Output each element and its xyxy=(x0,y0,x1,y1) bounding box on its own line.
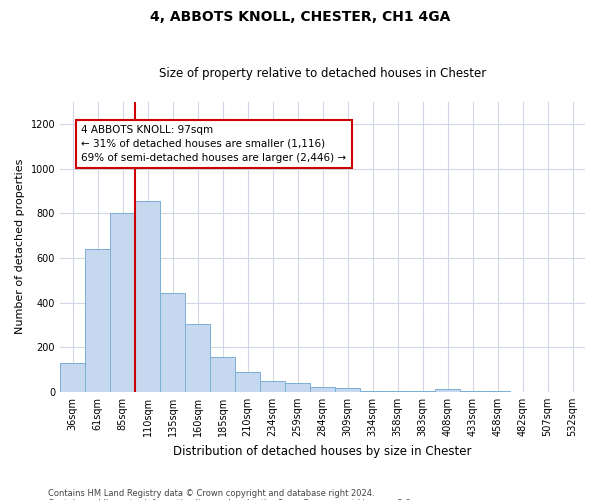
Bar xyxy=(235,372,260,392)
Bar xyxy=(310,388,335,392)
Bar xyxy=(435,388,460,392)
Title: Size of property relative to detached houses in Chester: Size of property relative to detached ho… xyxy=(159,66,486,80)
Bar xyxy=(385,391,410,392)
Bar xyxy=(160,292,185,392)
Bar xyxy=(260,381,285,392)
Y-axis label: Number of detached properties: Number of detached properties xyxy=(15,159,25,334)
Text: 4 ABBOTS KNOLL: 97sqm
← 31% of detached houses are smaller (1,116)
69% of semi-d: 4 ABBOTS KNOLL: 97sqm ← 31% of detached … xyxy=(81,125,346,163)
Bar xyxy=(85,249,110,392)
Bar xyxy=(135,201,160,392)
Bar xyxy=(335,388,360,392)
Bar xyxy=(285,384,310,392)
Bar xyxy=(185,324,210,392)
Bar xyxy=(110,213,135,392)
Text: 4, ABBOTS KNOLL, CHESTER, CH1 4GA: 4, ABBOTS KNOLL, CHESTER, CH1 4GA xyxy=(150,10,450,24)
Text: Contains public sector information licensed under the Open Government Licence v3: Contains public sector information licen… xyxy=(48,498,413,500)
Bar xyxy=(210,358,235,392)
Text: Contains HM Land Registry data © Crown copyright and database right 2024.: Contains HM Land Registry data © Crown c… xyxy=(48,488,374,498)
Bar xyxy=(60,363,85,392)
Bar xyxy=(360,391,385,392)
X-axis label: Distribution of detached houses by size in Chester: Distribution of detached houses by size … xyxy=(173,444,472,458)
